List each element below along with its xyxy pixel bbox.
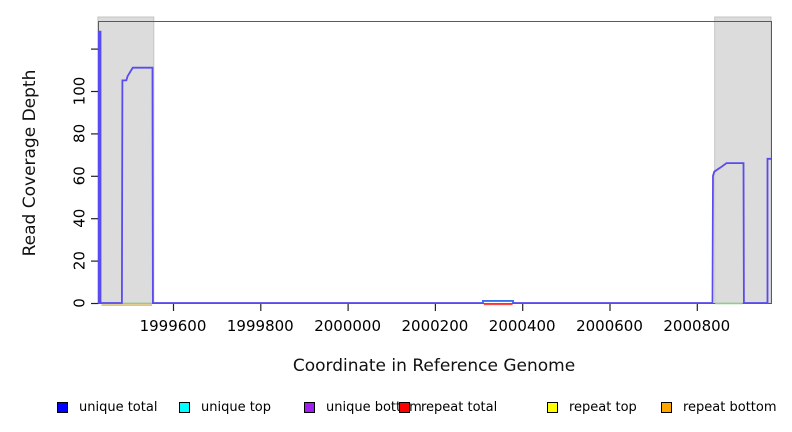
legend-item-repeat-total: repeat total (399, 399, 498, 415)
y-tick-label: 100 (71, 77, 89, 106)
plot-border (98, 21, 772, 304)
legend-item-unique-bottom: unique bottom (304, 399, 422, 415)
legend-swatch-repeat-bottom (661, 401, 672, 413)
legend-label: unique top (201, 399, 272, 415)
legend-item-unique-top: unique top (179, 399, 272, 415)
shaded-region (714, 16, 772, 304)
legend: unique total unique top unique bottom repea… (0, 400, 792, 420)
legend-swatch-unique-top (179, 401, 190, 413)
shaded-region (97, 16, 155, 304)
x-axis-title: Coordinate in Reference Genome (292, 356, 576, 376)
legend-item-unique-total: unique total (57, 399, 158, 415)
legend-swatch-repeat-total (399, 401, 410, 413)
unique-total-bump-blue (482, 300, 514, 303)
legend-item-repeat-bottom: repeat bottom (661, 399, 777, 415)
legend-label: repeat bottom (683, 399, 777, 415)
x-tick-label: 1999800 (227, 317, 294, 335)
x-tick-label: 2000200 (401, 317, 468, 335)
legend-label: unique total (79, 399, 158, 415)
x-tick-label: 2000400 (489, 317, 556, 335)
legend-swatch-repeat-top (547, 401, 558, 413)
x-tick-label: 2000600 (576, 317, 643, 335)
legend-item-repeat-top: repeat top (547, 399, 637, 415)
legend-label: repeat top (569, 399, 637, 415)
y-tick-label: 80 (71, 124, 89, 143)
coverage-line-unique-total (97, 30, 771, 304)
legend-label: unique bottom (326, 399, 422, 415)
y-tick-label: 60 (71, 166, 89, 185)
legend-swatch-unique-bottom (304, 401, 315, 413)
x-tick-label: 2000800 (663, 317, 730, 335)
y-axis-title: Read Coverage Depth (20, 69, 40, 257)
legend-swatch-unique-total (57, 401, 68, 413)
y-tick-label: 20 (71, 251, 89, 270)
legend-label: repeat total (421, 399, 498, 415)
x-tick-label: 2000000 (314, 317, 381, 335)
y-tick-label: 40 (71, 209, 89, 228)
y-tick-label: 0 (71, 298, 89, 308)
x-tick-label: 1999600 (140, 317, 207, 335)
